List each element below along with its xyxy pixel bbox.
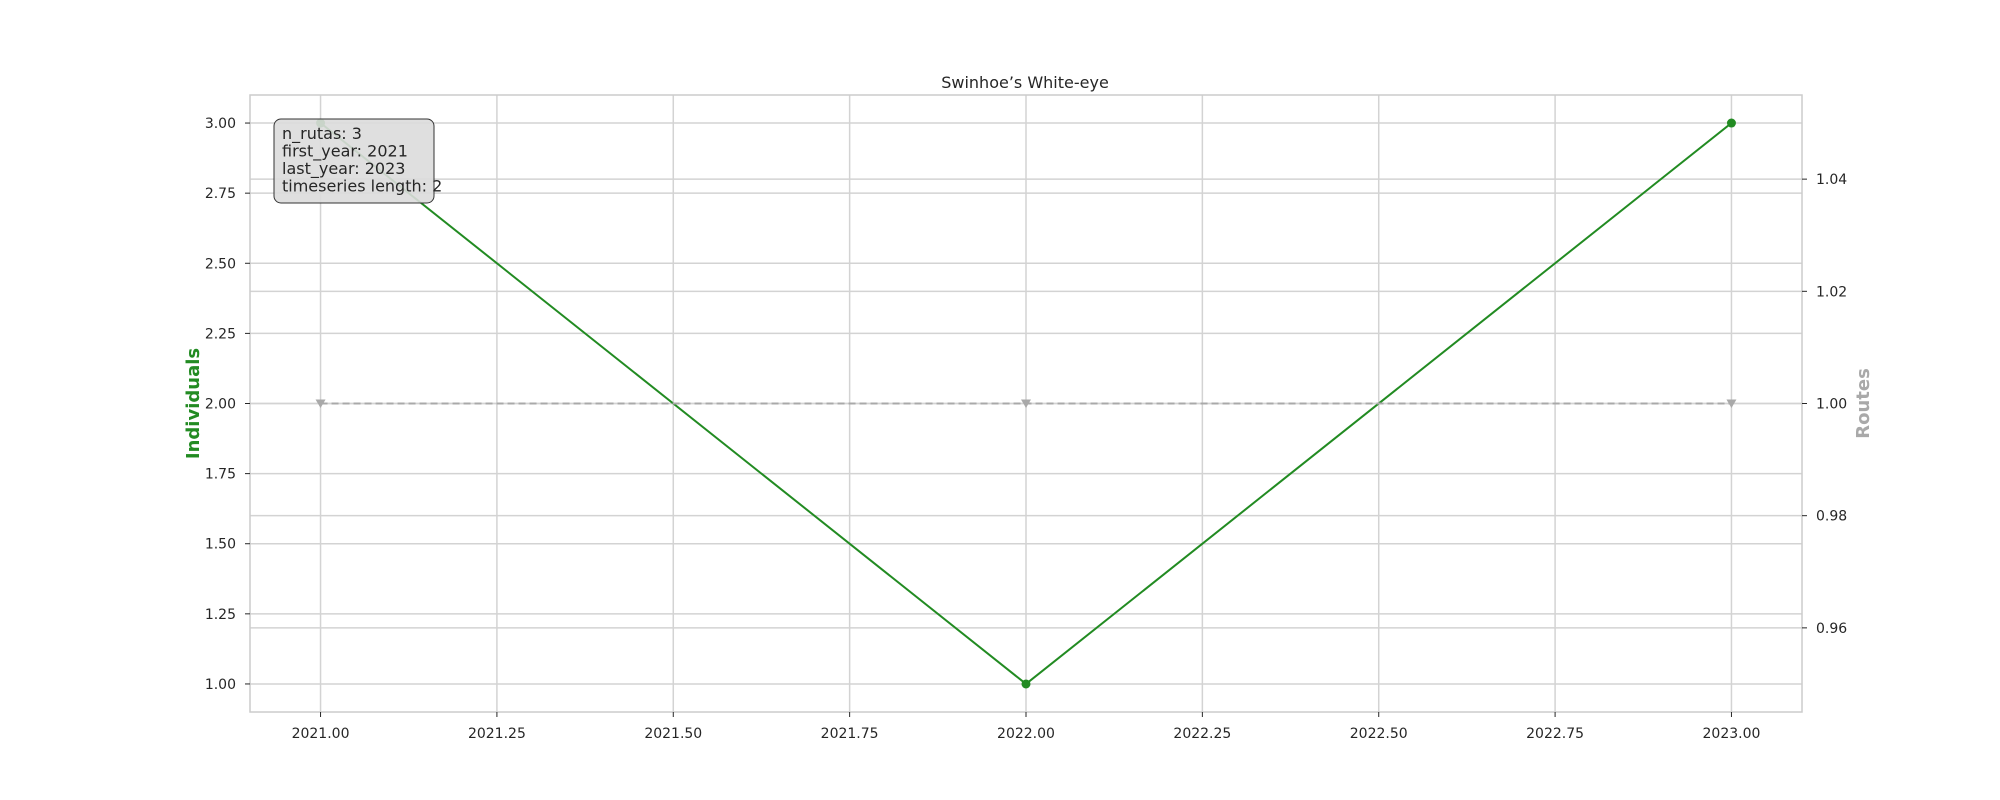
routes-data-point [315,399,326,408]
individuals-data-point [1021,679,1031,689]
routes-series [315,399,1737,408]
x-tick-label: 2021.75 [821,726,879,742]
x-tick-label: 2022.75 [1526,726,1584,742]
y-tick-label: 2.50 [205,256,236,272]
info-box-background [273,118,435,204]
y-tick-label: 2.75 [205,186,236,202]
info-box-line: timeseries length: 2 [282,177,442,196]
y-tick-label: 1.75 [205,467,236,483]
x-tick-label: 2022.50 [1350,726,1408,742]
routes-data-point [1021,399,1031,408]
x-tick-label: 2023.00 [1703,726,1761,742]
y2-tick-label: 1.00 [1816,397,1847,413]
y-tick-label: 1.50 [205,537,236,553]
y2-tick-label: 0.98 [1816,509,1847,525]
y2-tick-label: 1.02 [1816,284,1847,300]
info-box-line: first_year: 2021 [282,142,408,162]
y-tick-label: 1.25 [205,607,236,623]
y-axis-label-right: Routes [1853,368,1874,439]
y2-tick-label: 0.96 [1816,621,1847,637]
routes-data-point [1726,399,1737,408]
x-tick-label: 2021.25 [468,726,526,742]
info-box-line: last_year: 2023 [282,159,405,179]
axes: 2021.00 2021.25 2021.50 2021.75 2022.00 2022.… [205,116,1847,742]
x-tick-label: 2021.00 [292,726,350,742]
individuals-data-point [1726,118,1736,128]
y-tick-label: 3.00 [205,116,236,132]
x-tick-label: 2022.00 [997,726,1055,742]
x-tick-label: 2022.25 [1173,726,1231,742]
y-axis-label-left: Individuals [183,348,204,459]
y-tick-label: 2.25 [205,326,236,342]
y-tick-label: 1.00 [205,677,236,693]
chart-title: Swinhoe’s White-eye [941,73,1109,92]
info-box-line: n_rutas: 3 [282,124,362,144]
y-tick-label: 2.00 [205,397,236,413]
y2-tick-label: 1.04 [1816,172,1847,188]
x-tick-label: 2021.50 [644,726,702,742]
